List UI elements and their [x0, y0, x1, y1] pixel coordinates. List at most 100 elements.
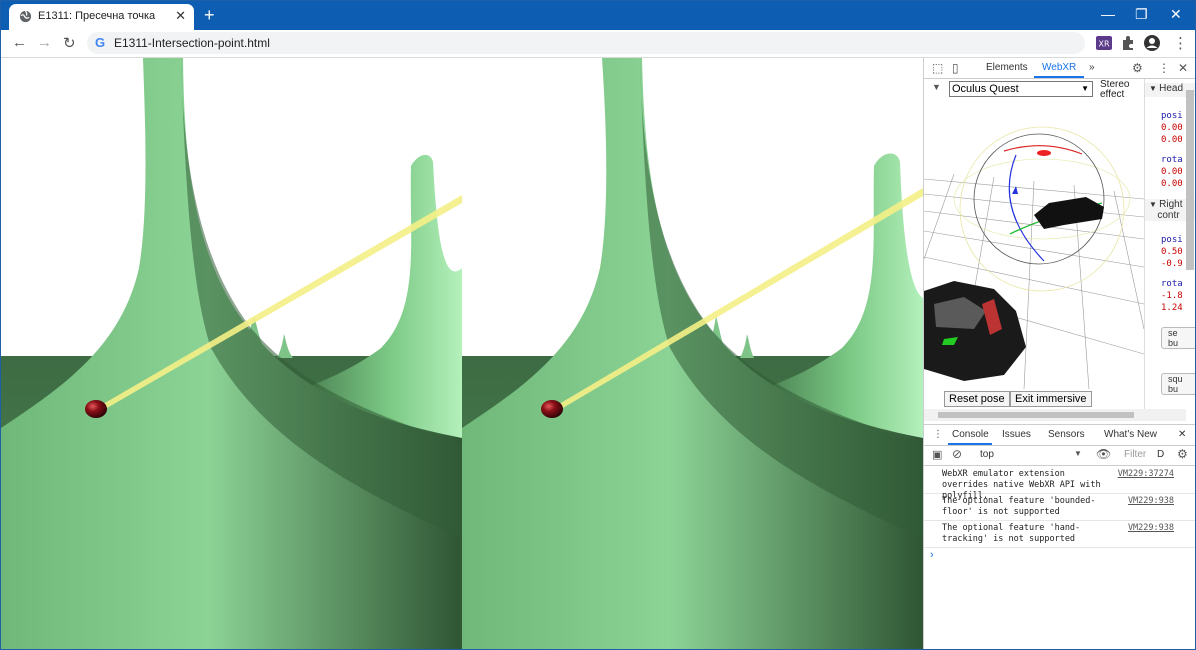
devtools-close-icon[interactable]: ✕	[1178, 61, 1189, 75]
left-eye-view	[1, 58, 462, 649]
close-window-button[interactable]: ✕	[1170, 6, 1182, 22]
right-position-label: posi	[1161, 235, 1183, 245]
collapse-arrow-icon[interactable]: ▼	[932, 82, 941, 92]
devtools-menu-icon[interactable]: ⋮	[1158, 61, 1170, 75]
right-eye-view	[462, 58, 923, 649]
globe-icon	[19, 10, 32, 23]
xr-extension-icon[interactable]: XR	[1095, 34, 1113, 52]
console-message: WebXR emulator extension overrides nativ…	[924, 467, 1195, 501]
tab-webxr[interactable]: WebXR	[1042, 62, 1077, 73]
head-position-x[interactable]: 0.00	[1161, 123, 1183, 133]
squeeze-button-label: squ	[1168, 374, 1183, 384]
console-message-source[interactable]: VM229:37274	[1117, 469, 1174, 479]
device-select[interactable]: Oculus Quest ▼	[949, 81, 1093, 97]
head-position-y[interactable]: 0.00	[1161, 135, 1183, 145]
webxr-toolbar: ▼ Oculus Quest ▼ Stereo effect	[924, 79, 1144, 100]
head-section-header[interactable]: ▼ Head	[1145, 83, 1195, 97]
sidebar-toggle-icon[interactable]: ▣	[932, 449, 943, 461]
head-header-label: Head	[1159, 83, 1184, 94]
select-button-label: se	[1168, 328, 1178, 338]
restore-button[interactable]: ❐	[1135, 6, 1148, 22]
stereo-label: Stereo	[1100, 79, 1130, 90]
exit-immersive-button[interactable]: Exit immersive	[1010, 391, 1092, 407]
minimize-button[interactable]: —	[1101, 6, 1115, 22]
collapse-arrow-icon: ▼	[1149, 200, 1160, 209]
active-tab-indicator	[1034, 76, 1084, 78]
devtools-panel: ⬚ ▯ Elements WebXR » ⚙ ⋮ ✕ ▼ Oculus Ques…	[923, 58, 1195, 649]
head-rotation-x[interactable]: 0.00	[1161, 167, 1183, 177]
reload-icon[interactable]: ↻	[63, 35, 76, 52]
right-position-y[interactable]: -0.9	[1161, 259, 1183, 269]
log-levels-dropdown[interactable]: D	[1157, 449, 1165, 460]
console-drawer-tabbar: ⋮ Console Issues Sensors What's New ✕	[924, 424, 1195, 446]
drawer-close-icon[interactable]: ✕	[1178, 429, 1187, 440]
filter-input[interactable]: Filter	[1124, 449, 1147, 460]
stereo-effect-toggle[interactable]: Stereo effect	[1100, 80, 1129, 100]
tab-whats-new[interactable]: What's New	[1104, 429, 1158, 440]
device-toggle-icon[interactable]: ▯	[952, 61, 959, 75]
profile-avatar-icon[interactable]	[1143, 34, 1161, 52]
right-rotation-y[interactable]: 1.24	[1161, 303, 1183, 313]
head-rotation-label: rota	[1161, 155, 1183, 165]
console-prompt[interactable]: ›	[930, 549, 934, 561]
console-message-text: The optional feature 'bounded-floor' is …	[942, 496, 1096, 517]
clear-console-icon[interactable]: ⊘	[952, 447, 963, 461]
inspect-icon[interactable]: ⬚	[932, 61, 944, 75]
settings-gear-icon[interactable]: ⚙	[1132, 61, 1143, 75]
browser-toolbar: ← → ↻ G E1311-Intersection-point.html XR…	[1, 30, 1195, 58]
tab-close-icon[interactable]: ✕	[175, 8, 186, 23]
right-position-x[interactable]: 0.50	[1161, 247, 1183, 257]
right-rotation-label: rota	[1161, 279, 1183, 289]
reset-pose-button[interactable]: Reset pose	[944, 391, 1010, 407]
console-message-text: The optional feature 'hand-tracking' is …	[942, 523, 1081, 544]
right-controller-header[interactable]: ▼ Right contr	[1145, 199, 1195, 221]
forward-arrow-icon[interactable]: →	[37, 34, 52, 51]
webxr-device-scene[interactable]	[924, 99, 1144, 389]
console-settings-gear-icon[interactable]: ⚙	[1177, 447, 1188, 461]
title-bar: E1311: Пресечна точка ✕ + — ❐ ✕	[1, 1, 1195, 30]
chevron-down-icon[interactable]: ▼	[1074, 449, 1082, 458]
console-message: The optional feature 'bounded-floor' is …	[924, 494, 1195, 521]
select-button-label-2: bu	[1168, 338, 1179, 348]
chevron-down-icon: ▼	[1081, 84, 1089, 93]
horizontal-scrollbar[interactable]	[924, 409, 1186, 421]
console-message-source[interactable]: VM229:938	[1127, 496, 1174, 506]
svg-text:XR: XR	[1098, 40, 1109, 49]
webxr-viewport[interactable]	[1, 58, 923, 649]
right-header-label-2: contr	[1157, 210, 1180, 221]
horizontal-scrollbar-thumb[interactable]	[938, 412, 1134, 418]
puzzle-icon[interactable]	[1119, 34, 1137, 52]
browser-tab[interactable]: E1311: Пресечна точка ✕	[9, 4, 194, 30]
eye-icon[interactable]: 👁	[1096, 447, 1112, 461]
vertical-scrollbar-thumb[interactable]	[1186, 90, 1194, 270]
head-position-label: posi	[1161, 111, 1183, 121]
console-message-source[interactable]: VM229:938	[1127, 523, 1174, 533]
more-tabs-button[interactable]: »	[1089, 62, 1095, 73]
stereo-label-2: effect	[1100, 89, 1125, 100]
squeeze-button-label-2: bu	[1168, 384, 1179, 394]
url-text: E1311-Intersection-point.html	[114, 36, 270, 50]
console-tab-indicator	[948, 443, 992, 445]
collapse-arrow-icon: ▼	[1149, 84, 1160, 93]
tab-issues[interactable]: Issues	[1002, 429, 1031, 440]
tab-elements[interactable]: Elements	[986, 62, 1028, 73]
tab-console[interactable]: Console	[952, 429, 989, 440]
tab-sensors[interactable]: Sensors	[1048, 429, 1085, 440]
context-selector[interactable]: top	[980, 449, 994, 460]
console-message-text: WebXR emulator extension overrides nativ…	[942, 469, 1101, 501]
console-toolbar: ▣ ⊘ top ▼ 👁 Filter D ⚙	[924, 445, 1195, 466]
squeeze-button-toggle[interactable]: squ bu	[1161, 373, 1195, 395]
select-button-toggle[interactable]: se bu	[1161, 327, 1195, 349]
new-tab-button[interactable]: +	[204, 5, 215, 25]
right-rotation-x[interactable]: -1.8	[1161, 291, 1183, 301]
head-rotation-y[interactable]: 0.00	[1161, 179, 1183, 189]
kebab-menu-icon[interactable]: ⋮	[1173, 35, 1188, 52]
device-select-value: Oculus Quest	[952, 83, 1019, 95]
devtools-tabbar: ⬚ ▯ Elements WebXR » ⚙ ⋮ ✕	[924, 58, 1195, 79]
back-arrow-icon[interactable]: ←	[12, 34, 27, 51]
drawer-menu-icon[interactable]: ⋮	[933, 429, 943, 440]
tab-title: E1311: Пресечна точка	[38, 10, 156, 22]
address-bar[interactable]: G E1311-Intersection-point.html	[87, 32, 1085, 54]
google-icon: G	[95, 35, 106, 50]
